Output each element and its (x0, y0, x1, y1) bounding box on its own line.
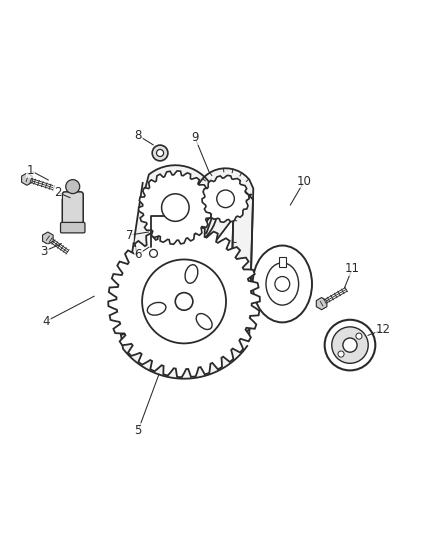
Text: 12: 12 (375, 324, 390, 336)
Text: 2: 2 (54, 186, 61, 199)
Ellipse shape (196, 313, 212, 329)
Polygon shape (121, 165, 253, 378)
Circle shape (66, 180, 80, 193)
Text: 4: 4 (43, 314, 50, 328)
Text: 3: 3 (41, 245, 48, 258)
Circle shape (152, 145, 168, 161)
Ellipse shape (266, 263, 299, 305)
Ellipse shape (185, 265, 198, 283)
Text: 10: 10 (297, 175, 311, 188)
Text: 5: 5 (134, 424, 142, 437)
Circle shape (142, 260, 226, 343)
Polygon shape (316, 297, 327, 310)
FancyBboxPatch shape (62, 192, 83, 230)
Circle shape (356, 333, 362, 339)
Text: 9: 9 (191, 131, 199, 144)
Polygon shape (21, 173, 32, 185)
Circle shape (275, 277, 290, 292)
Ellipse shape (253, 246, 312, 322)
Polygon shape (139, 171, 212, 244)
Text: 11: 11 (345, 262, 360, 275)
Circle shape (156, 149, 164, 157)
FancyBboxPatch shape (279, 257, 286, 266)
Circle shape (332, 327, 368, 364)
Text: 6: 6 (134, 248, 142, 261)
Polygon shape (108, 225, 260, 377)
Polygon shape (42, 232, 53, 244)
Circle shape (175, 293, 193, 310)
Circle shape (162, 194, 189, 221)
FancyBboxPatch shape (60, 222, 85, 233)
Polygon shape (202, 175, 249, 222)
Text: 8: 8 (134, 129, 142, 142)
Ellipse shape (147, 302, 166, 315)
Circle shape (325, 320, 375, 370)
Circle shape (150, 249, 157, 257)
Text: 7: 7 (126, 229, 133, 241)
Circle shape (343, 338, 357, 352)
Circle shape (338, 351, 344, 357)
Circle shape (217, 190, 234, 208)
Text: 1: 1 (27, 164, 34, 177)
